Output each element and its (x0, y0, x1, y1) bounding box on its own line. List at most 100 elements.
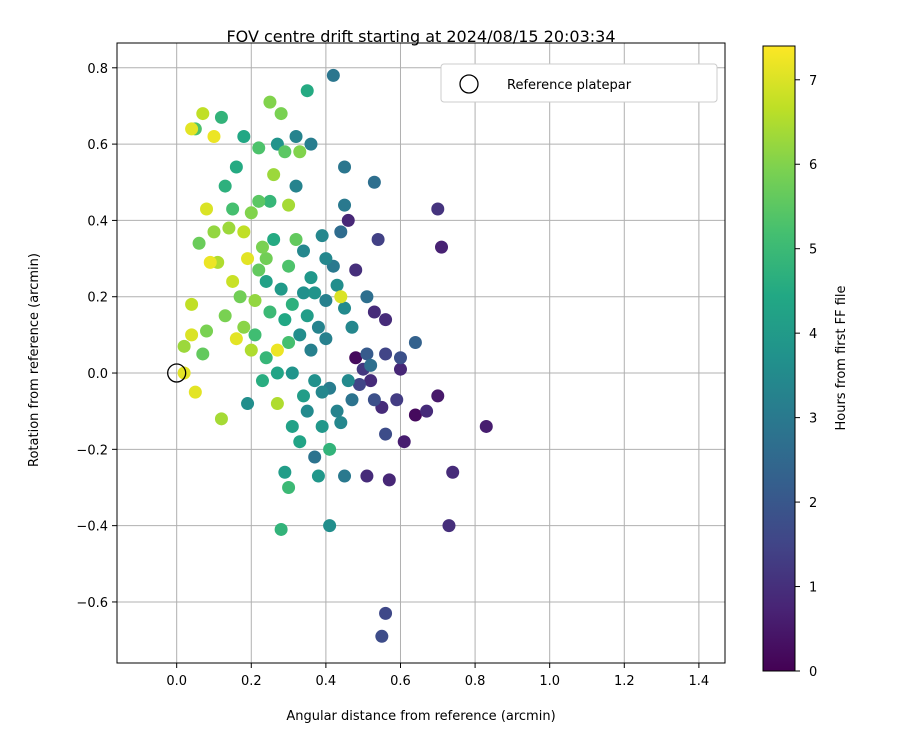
data-point (341, 213, 355, 227)
y-tick-label: −0.2 (76, 443, 108, 458)
data-point (259, 274, 273, 288)
data-point (282, 198, 296, 212)
data-point (334, 225, 348, 239)
data-point (285, 297, 299, 311)
x-tick-label: 0.4 (316, 674, 337, 689)
data-point (330, 404, 344, 418)
data-point (382, 473, 396, 487)
data-point (244, 343, 258, 357)
data-point (319, 252, 333, 266)
data-point (338, 198, 352, 212)
data-point (371, 232, 385, 246)
x-tick-label: 1.2 (614, 674, 635, 689)
data-point (200, 202, 214, 216)
data-point (364, 374, 378, 388)
data-point (185, 297, 199, 311)
x-axis-label: Angular distance from reference (arcmin) (286, 709, 555, 724)
data-point (323, 442, 337, 456)
data-point (330, 278, 344, 292)
x-tick-label: 1.0 (539, 674, 560, 689)
data-point (203, 255, 217, 269)
data-point (185, 328, 199, 342)
data-point (304, 137, 318, 151)
data-point (177, 366, 191, 380)
data-point (323, 519, 337, 533)
data-point (252, 141, 266, 155)
data-point (218, 309, 232, 323)
y-tick-label: −0.6 (76, 596, 108, 611)
data-point (274, 282, 288, 296)
data-point (308, 374, 322, 388)
data-point (207, 225, 221, 239)
data-point (267, 232, 281, 246)
data-point (300, 404, 314, 418)
y-axis-label: Rotation from reference (arcmin) (27, 253, 42, 467)
data-point (207, 129, 221, 143)
data-point (196, 347, 210, 361)
data-point (341, 374, 355, 388)
data-point (222, 221, 236, 235)
legend-box (440, 63, 718, 103)
data-point (177, 339, 191, 353)
x-axis: 0.0 0.2 0.4 0.6 0.8 1.0 1.2 1.4 (166, 663, 709, 689)
data-point (282, 259, 296, 273)
y-tick-label: 0.8 (87, 62, 108, 77)
data-point (315, 229, 329, 243)
data-point (196, 107, 210, 121)
data-point (446, 465, 460, 479)
y-tick-label: 0.6 (87, 138, 108, 153)
colorbar: 0 1 2 3 4 5 6 7 Hours from first FF file (762, 45, 849, 680)
data-point (278, 465, 292, 479)
legend-entry-reference: Reference platepar (507, 78, 632, 93)
chart-title: FOV centre drift starting at 2024/08/15 … (226, 27, 615, 46)
data-point (349, 351, 363, 365)
data-point (338, 469, 352, 483)
data-point (334, 416, 348, 430)
data-point (360, 469, 374, 483)
legend-reference-icon (459, 74, 479, 94)
data-point (285, 366, 299, 380)
data-point (282, 480, 296, 494)
colorbar-tick-label: 3 (809, 412, 817, 427)
data-point (285, 419, 299, 433)
data-point (375, 629, 389, 643)
data-point (311, 469, 325, 483)
data-point (259, 252, 273, 266)
data-point (214, 412, 228, 426)
data-point (252, 194, 266, 208)
data-point (311, 320, 325, 334)
data-point (229, 160, 243, 174)
data-point (338, 301, 352, 315)
data-point (345, 393, 359, 407)
data-point (244, 206, 258, 220)
data-point (297, 286, 311, 300)
data-point (420, 404, 434, 418)
data-point (270, 343, 284, 357)
data-point (200, 324, 214, 338)
data-point (278, 313, 292, 327)
colorbar-tick-label: 6 (809, 158, 817, 173)
data-point (241, 397, 255, 411)
x-tick-label: 0.2 (241, 674, 262, 689)
data-point (367, 393, 381, 407)
data-point (218, 179, 232, 193)
data-point (431, 389, 445, 403)
data-point (263, 194, 277, 208)
data-point (319, 332, 333, 346)
data-point (408, 408, 422, 422)
colorbar-tick-label: 5 (809, 243, 817, 258)
data-point (293, 328, 307, 342)
data-point (237, 129, 251, 143)
data-point (274, 522, 288, 536)
data-point (349, 263, 363, 277)
plot-frame (116, 42, 726, 664)
colorbar-tick-label: 7 (809, 74, 817, 89)
data-point (479, 419, 493, 433)
data-point (408, 336, 422, 350)
y-tick-label: −0.4 (76, 520, 108, 535)
data-point (367, 305, 381, 319)
data-point (289, 179, 303, 193)
data-point (270, 397, 284, 411)
data-point (192, 236, 206, 250)
